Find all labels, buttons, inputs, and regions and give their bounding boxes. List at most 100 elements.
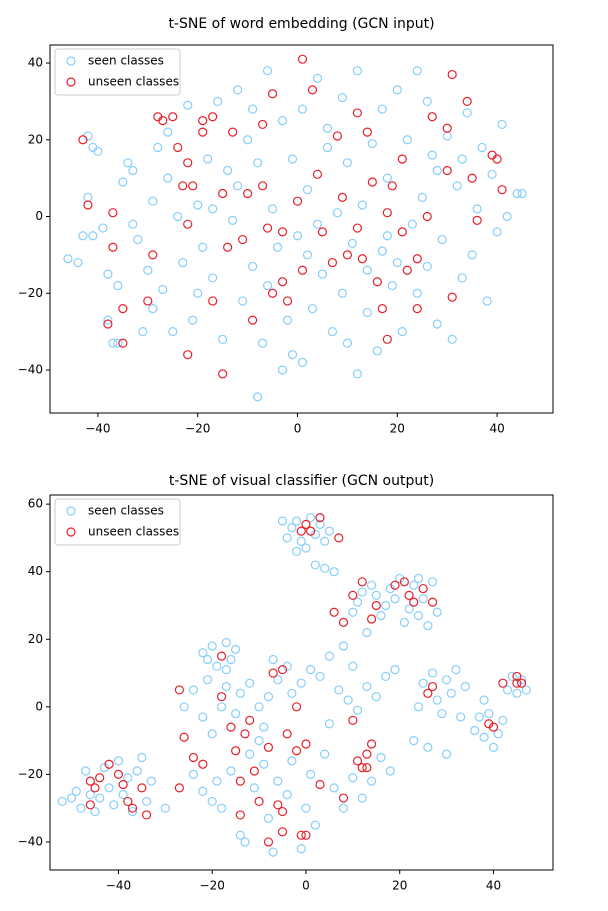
point — [307, 304, 318, 314]
point — [118, 177, 128, 187]
point — [85, 776, 95, 786]
point — [173, 142, 183, 153]
point — [287, 688, 297, 698]
point — [267, 288, 278, 298]
point — [193, 200, 203, 210]
point — [517, 188, 527, 199]
point — [287, 523, 297, 533]
point — [382, 231, 392, 241]
point — [291, 546, 302, 557]
point — [409, 580, 419, 590]
point — [407, 219, 417, 229]
point — [254, 736, 264, 746]
point — [342, 158, 353, 168]
point — [259, 722, 269, 732]
point — [228, 127, 238, 137]
point — [334, 533, 344, 543]
point — [352, 223, 362, 233]
point — [263, 692, 274, 702]
point — [488, 742, 499, 752]
point — [493, 729, 503, 739]
point — [348, 607, 358, 617]
point — [291, 702, 302, 712]
point — [113, 769, 124, 779]
point — [348, 590, 358, 600]
y-tick-label: −40 — [18, 834, 43, 848]
point — [252, 392, 263, 402]
point — [76, 803, 86, 813]
point — [452, 181, 462, 191]
point — [413, 702, 424, 712]
point — [372, 277, 382, 287]
point — [441, 749, 452, 759]
x-tick-label: 40 — [486, 879, 501, 893]
point — [327, 257, 338, 268]
point — [352, 108, 362, 118]
point — [338, 617, 349, 627]
point — [128, 219, 138, 229]
point — [240, 837, 250, 847]
point — [512, 671, 522, 682]
point — [277, 665, 288, 675]
y-tick-label: 0 — [35, 209, 43, 223]
point — [262, 281, 273, 291]
point — [277, 806, 288, 817]
x-tick-label: 0 — [294, 422, 302, 436]
point — [371, 590, 381, 600]
axes-frame — [49, 494, 554, 871]
point — [377, 304, 387, 314]
point — [292, 196, 303, 206]
point — [484, 708, 494, 719]
point — [108, 338, 118, 348]
point — [63, 254, 73, 264]
point — [57, 796, 67, 807]
point — [148, 250, 158, 260]
point — [338, 641, 349, 651]
point — [310, 820, 320, 830]
point — [208, 273, 218, 283]
point — [212, 776, 222, 786]
point — [238, 296, 248, 306]
point — [245, 715, 255, 725]
point — [218, 369, 228, 379]
point — [329, 607, 339, 617]
point — [231, 746, 241, 756]
point — [301, 830, 311, 840]
point — [402, 265, 412, 275]
point — [337, 192, 348, 202]
point — [268, 654, 278, 665]
point — [208, 204, 218, 214]
point — [352, 369, 362, 379]
point — [362, 127, 372, 137]
point — [442, 165, 452, 176]
point — [108, 242, 118, 252]
point — [137, 783, 147, 793]
point — [257, 338, 268, 348]
point — [148, 196, 158, 206]
point — [249, 783, 259, 793]
point — [322, 142, 333, 153]
point — [228, 215, 238, 225]
point — [397, 327, 407, 337]
point — [301, 519, 311, 529]
point — [273, 800, 283, 810]
point — [337, 288, 348, 298]
chart-title: t-SNE of word embedding (GCN input) — [168, 16, 434, 32]
point — [347, 238, 357, 248]
point — [357, 254, 367, 264]
point — [422, 261, 432, 272]
point — [432, 695, 442, 705]
point — [382, 334, 392, 344]
point — [315, 671, 325, 682]
point — [477, 142, 487, 153]
point — [188, 181, 198, 191]
point — [174, 783, 184, 793]
point — [198, 712, 208, 722]
point — [296, 678, 306, 688]
y-tick-label: 20 — [28, 132, 43, 146]
point — [141, 796, 152, 807]
point — [183, 100, 193, 110]
point — [103, 319, 113, 329]
y-tick-label: −40 — [18, 363, 43, 377]
point — [456, 712, 466, 722]
